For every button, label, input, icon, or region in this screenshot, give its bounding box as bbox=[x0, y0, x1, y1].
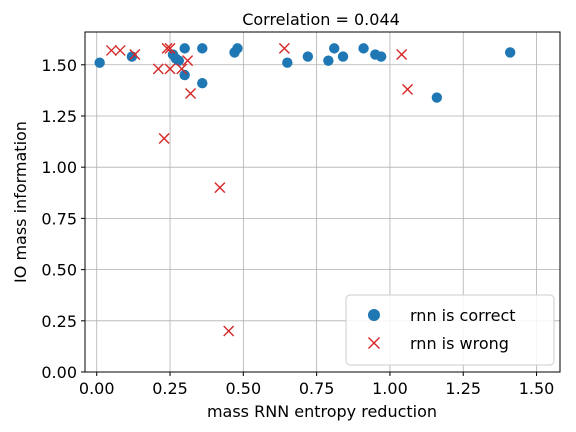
x-tick-label: 0.00 bbox=[79, 379, 115, 398]
point-wrong bbox=[152, 63, 164, 75]
point-wrong bbox=[161, 42, 173, 54]
point-correct bbox=[197, 43, 208, 54]
point-wrong bbox=[214, 182, 226, 194]
point-wrong bbox=[402, 83, 414, 95]
point-wrong bbox=[278, 42, 290, 54]
x-tick-label: 1.25 bbox=[445, 379, 481, 398]
point-wrong bbox=[176, 63, 188, 75]
y-tick-label: 0.50 bbox=[41, 261, 77, 280]
point-wrong bbox=[164, 42, 176, 54]
legend: rnn is correct rnn is wrong bbox=[345, 294, 555, 366]
x-tick-label: 0.25 bbox=[152, 379, 188, 398]
data-marks bbox=[94, 42, 516, 337]
point-correct bbox=[173, 55, 185, 66]
point-correct bbox=[179, 43, 190, 54]
point-wrong bbox=[129, 49, 141, 61]
x-axis-label: mass RNN entropy reduction bbox=[207, 402, 437, 421]
point-wrong bbox=[396, 49, 408, 61]
point-correct bbox=[282, 57, 293, 68]
point-correct bbox=[232, 43, 243, 54]
legend-marker-correct bbox=[368, 309, 380, 321]
y-axis-label: IO mass information bbox=[11, 121, 30, 283]
point-correct bbox=[504, 47, 516, 58]
point-wrong bbox=[182, 55, 194, 67]
x-axis: 0.00 0.25 0.50 0.75 1.00 1.25 1.50 bbox=[79, 372, 554, 398]
legend-label-correct: rnn is correct bbox=[410, 306, 516, 325]
point-correct bbox=[358, 43, 369, 54]
chart-title: Correlation = 0.044 bbox=[242, 10, 400, 29]
point-correct bbox=[302, 51, 314, 62]
point-correct bbox=[431, 92, 443, 103]
y-tick-label: 1.25 bbox=[41, 107, 77, 126]
x-tick-label: 1.00 bbox=[372, 379, 408, 398]
legend-label-wrong: rnn is wrong bbox=[410, 334, 509, 353]
point-correct bbox=[329, 43, 340, 54]
grid bbox=[85, 32, 560, 373]
x-tick-label: 1.50 bbox=[519, 379, 555, 398]
x-tick-label: 0.50 bbox=[226, 379, 262, 398]
y-tick-label: 0.75 bbox=[41, 209, 77, 228]
legend-box bbox=[345, 294, 555, 366]
point-correct bbox=[337, 51, 349, 62]
point-correct bbox=[375, 51, 387, 62]
plot-frame bbox=[84, 31, 561, 373]
y-tick-label: 1.50 bbox=[41, 56, 77, 75]
point-wrong bbox=[164, 63, 176, 75]
point-wrong bbox=[114, 44, 126, 56]
point-correct bbox=[197, 78, 208, 89]
y-tick-label: 1.00 bbox=[41, 158, 77, 177]
point-correct bbox=[179, 69, 190, 81]
point-wrong bbox=[105, 44, 117, 56]
y-axis: 0.00 0.25 0.50 0.75 1.00 1.25 1.50 bbox=[41, 56, 85, 382]
y-tick-label: 0.25 bbox=[41, 312, 77, 331]
y-tick-label: 0.00 bbox=[41, 363, 77, 382]
legend-marker-wrong bbox=[368, 337, 380, 349]
point-correct bbox=[94, 57, 105, 68]
point-wrong bbox=[223, 325, 235, 337]
point-wrong bbox=[185, 87, 197, 99]
point-correct bbox=[323, 55, 334, 66]
point-wrong bbox=[158, 133, 170, 145]
x-tick-label: 0.75 bbox=[299, 379, 335, 398]
